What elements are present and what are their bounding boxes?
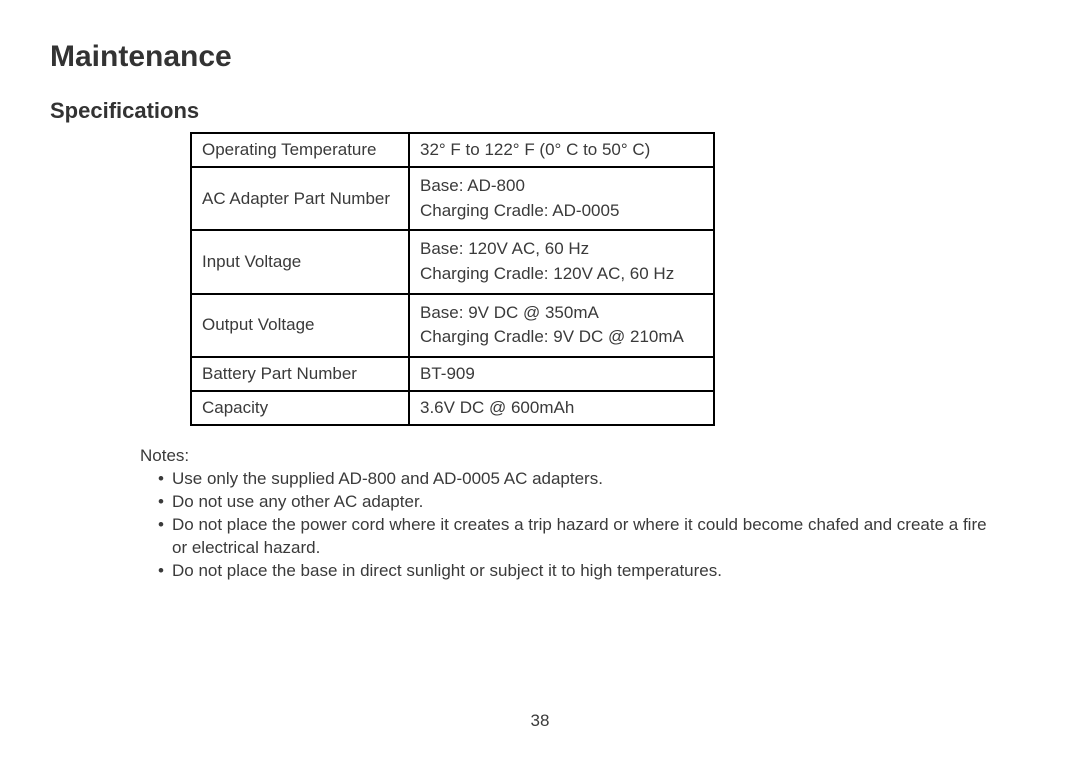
spec-label: AC Adapter Part Number [191,167,409,230]
table-row: Capacity 3.6V DC @ 600mAh [191,391,714,425]
spec-value: BT-909 [409,357,714,391]
table-row: AC Adapter Part Number Base: AD-800Charg… [191,167,714,230]
list-item: Do not place the power cord where it cre… [158,514,990,560]
table-row: Battery Part Number BT-909 [191,357,714,391]
spec-label: Output Voltage [191,294,409,357]
notes-list: Use only the supplied AD-800 and AD-0005… [140,468,990,583]
table-row: Input Voltage Base: 120V AC, 60 HzChargi… [191,230,714,293]
notes-section: Notes: Use only the supplied AD-800 and … [140,446,990,583]
spec-value: Base: AD-800Charging Cradle: AD-0005 [409,167,714,230]
list-item: Do not use any other AC adapter. [158,491,990,514]
list-item: Do not place the base in direct sunlight… [158,560,990,583]
spec-label: Input Voltage [191,230,409,293]
specifications-table: Operating Temperature 32° F to 122° F (0… [190,132,715,426]
page-number: 38 [0,711,1080,731]
notes-label: Notes: [140,446,990,466]
spec-value: Base: 120V AC, 60 HzCharging Cradle: 120… [409,230,714,293]
spec-label: Capacity [191,391,409,425]
spec-value: Base: 9V DC @ 350mACharging Cradle: 9V D… [409,294,714,357]
page-heading: Maintenance [50,40,1030,74]
section-heading: Specifications [50,98,1030,124]
spec-value: 32° F to 122° F (0° C to 50° C) [409,133,714,167]
spec-label: Battery Part Number [191,357,409,391]
table-row: Output Voltage Base: 9V DC @ 350mAChargi… [191,294,714,357]
spec-label: Operating Temperature [191,133,409,167]
spec-value: 3.6V DC @ 600mAh [409,391,714,425]
table-row: Operating Temperature 32° F to 122° F (0… [191,133,714,167]
list-item: Use only the supplied AD-800 and AD-0005… [158,468,990,491]
